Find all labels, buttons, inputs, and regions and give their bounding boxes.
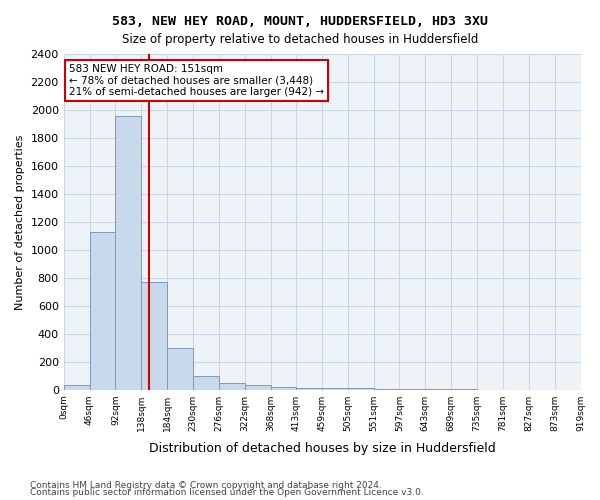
Text: 583, NEW HEY ROAD, MOUNT, HUDDERSFIELD, HD3 3XU: 583, NEW HEY ROAD, MOUNT, HUDDERSFIELD, … [112, 15, 488, 28]
Bar [219, 382, 245, 390]
Text: Contains public sector information licensed under the Open Government Licence v3: Contains public sector information licen… [30, 488, 424, 497]
Text: Size of property relative to detached houses in Huddersfield: Size of property relative to detached ho… [122, 32, 478, 46]
Bar [167, 348, 193, 390]
X-axis label: Distribution of detached houses by size in Huddersfield: Distribution of detached houses by size … [149, 442, 496, 455]
Bar [193, 376, 219, 390]
Bar [374, 389, 400, 390]
Text: 583 NEW HEY ROAD: 151sqm
← 78% of detached houses are smaller (3,448)
21% of sem: 583 NEW HEY ROAD: 151sqm ← 78% of detach… [69, 64, 324, 98]
Bar [347, 388, 374, 390]
Bar [64, 386, 89, 390]
Bar [115, 116, 141, 390]
Bar [322, 388, 347, 390]
Y-axis label: Number of detached properties: Number of detached properties [15, 134, 25, 310]
Bar [296, 388, 322, 390]
Bar [141, 282, 167, 390]
Text: Contains HM Land Registry data © Crown copyright and database right 2024.: Contains HM Land Registry data © Crown c… [30, 480, 382, 490]
Bar [245, 386, 271, 390]
Bar [89, 232, 115, 390]
Bar [271, 387, 296, 390]
